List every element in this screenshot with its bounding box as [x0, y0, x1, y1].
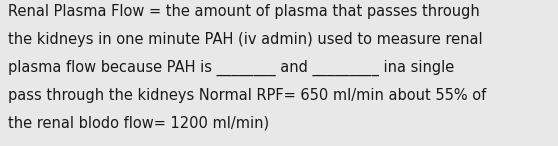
Text: pass through the kidneys Normal RPF= 650 ml/min about 55% of: pass through the kidneys Normal RPF= 650…	[8, 88, 487, 103]
Text: plasma flow because PAH is ________ and _________ ina single: plasma flow because PAH is ________ and …	[8, 60, 455, 76]
Text: the renal blodo flow= 1200 ml/min): the renal blodo flow= 1200 ml/min)	[8, 115, 270, 130]
Text: the kidneys in one minute PAH (iv admin) used to measure renal: the kidneys in one minute PAH (iv admin)…	[8, 32, 483, 47]
Text: Renal Plasma Flow = the amount of plasma that passes through: Renal Plasma Flow = the amount of plasma…	[8, 4, 480, 19]
